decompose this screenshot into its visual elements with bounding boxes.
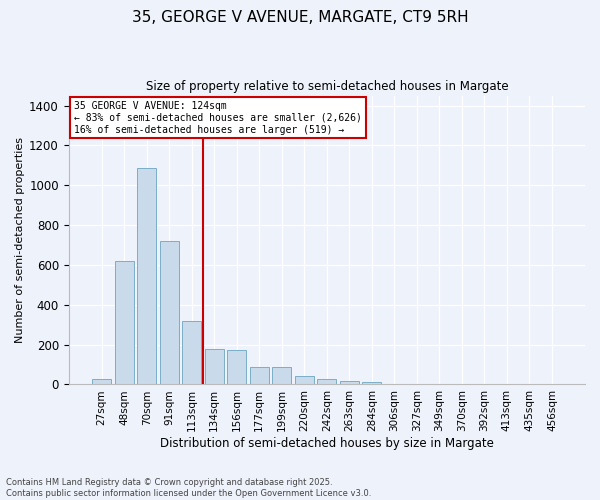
Title: Size of property relative to semi-detached houses in Margate: Size of property relative to semi-detach… bbox=[146, 80, 508, 93]
Bar bbox=[137, 168, 156, 384]
Bar bbox=[182, 320, 202, 384]
Bar bbox=[92, 379, 111, 384]
Bar bbox=[340, 381, 359, 384]
Y-axis label: Number of semi-detached properties: Number of semi-detached properties bbox=[15, 137, 25, 343]
Bar bbox=[317, 380, 337, 384]
Bar bbox=[115, 262, 134, 384]
Bar bbox=[205, 348, 224, 384]
Bar bbox=[362, 382, 382, 384]
Bar bbox=[295, 376, 314, 384]
X-axis label: Distribution of semi-detached houses by size in Margate: Distribution of semi-detached houses by … bbox=[160, 437, 494, 450]
Bar bbox=[160, 242, 179, 384]
Text: 35 GEORGE V AVENUE: 124sqm
← 83% of semi-detached houses are smaller (2,626)
16%: 35 GEORGE V AVENUE: 124sqm ← 83% of semi… bbox=[74, 102, 362, 134]
Text: 35, GEORGE V AVENUE, MARGATE, CT9 5RH: 35, GEORGE V AVENUE, MARGATE, CT9 5RH bbox=[131, 10, 469, 25]
Bar bbox=[227, 350, 247, 384]
Text: Contains HM Land Registry data © Crown copyright and database right 2025.
Contai: Contains HM Land Registry data © Crown c… bbox=[6, 478, 371, 498]
Bar bbox=[272, 367, 292, 384]
Bar bbox=[250, 366, 269, 384]
